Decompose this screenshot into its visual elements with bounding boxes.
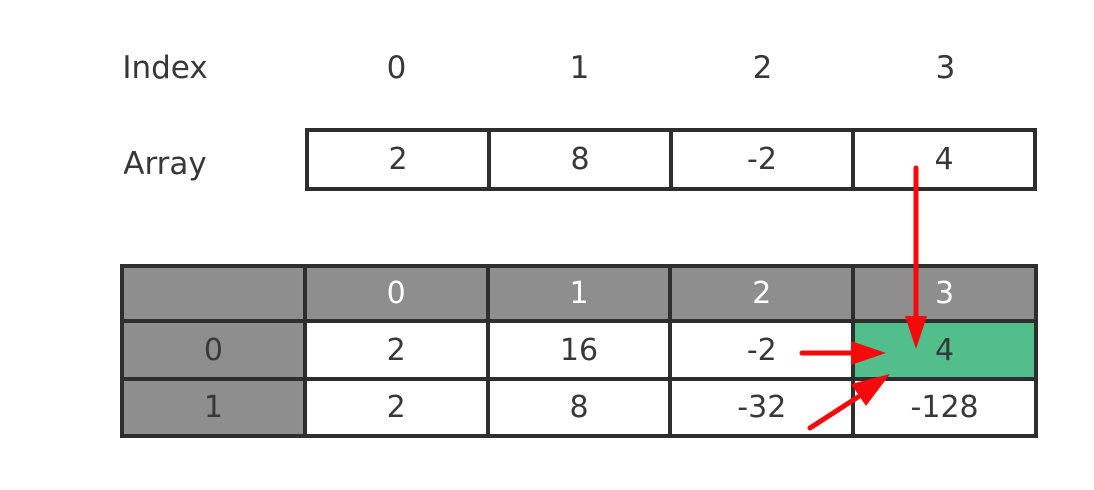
array-cell-0: 2 (309, 132, 491, 187)
dp-col-header-3: 3 (855, 268, 1034, 319)
dp-cell-r1-c1: 8 (489, 381, 669, 434)
index-value-2: 2 (752, 50, 773, 86)
index-row-label: Index (122, 50, 208, 86)
array-row-label: Array (123, 146, 207, 182)
index-value-3: 3 (935, 50, 956, 86)
dp-row-label-0: 0 (124, 323, 303, 377)
dp-row-label-1: 1 (124, 381, 303, 434)
dp-cell-r0-c2: -2 (672, 323, 852, 377)
dp-cell-r0-c0: 2 (306, 323, 486, 377)
index-value-1: 1 (569, 50, 590, 86)
index-value-0: 0 (386, 50, 407, 86)
dp-cell-r0-c1: 16 (489, 323, 669, 377)
dp-col-header-2: 2 (672, 268, 852, 319)
dp-col-header-1: 1 (489, 268, 669, 319)
array-cell-1: 8 (491, 132, 673, 187)
index-numbers-row: 0 1 2 3 (305, 50, 1037, 86)
dp-corner-cell (124, 268, 303, 319)
dp-cell-r1-c0: 2 (306, 381, 486, 434)
array-cell-3: 4 (855, 132, 1033, 187)
dp-cell-r1-c2: -32 (672, 381, 852, 434)
dp-table: 0 1 2 3 0 2 16 -2 4 1 2 8 -32 -128 (120, 264, 1038, 438)
dp-cell-r0-c3-highlighted: 4 (855, 323, 1034, 377)
dp-cell-r1-c3: -128 (855, 381, 1034, 434)
array-cells-row: 2 8 -2 4 (305, 128, 1037, 191)
dp-col-header-0: 0 (306, 268, 486, 319)
array-cell-2: -2 (673, 132, 855, 187)
